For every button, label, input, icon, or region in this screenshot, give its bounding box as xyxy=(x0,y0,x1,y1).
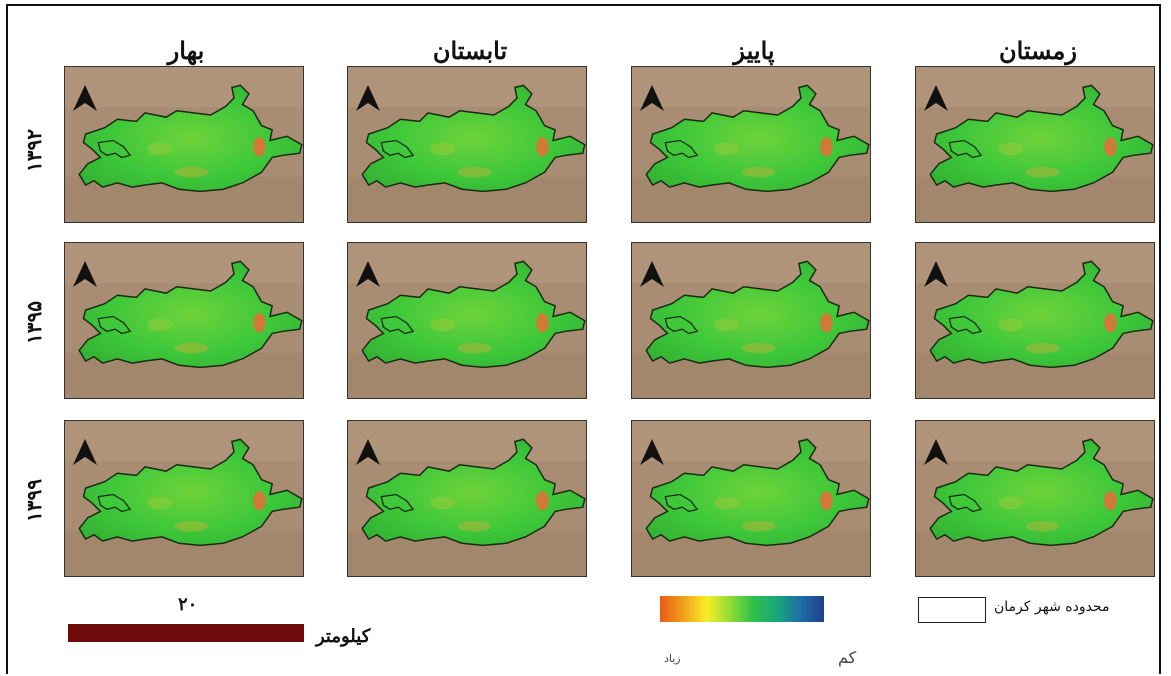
north-arrow-icon xyxy=(924,261,948,287)
map-panel-winter-۱۳۹۹ xyxy=(915,420,1155,577)
north-arrow-icon xyxy=(73,261,97,287)
map-panel-winter-۱۳۹۵ xyxy=(915,242,1155,399)
boundary-legend-label: محدوده شهر کرمان xyxy=(994,599,1110,615)
north-arrow-icon xyxy=(356,85,380,111)
north-arrow-icon xyxy=(640,439,664,465)
north-arrow-icon xyxy=(924,85,948,111)
map-panel-spring-۱۳۹۹ xyxy=(64,420,304,577)
north-arrow-icon xyxy=(640,85,664,111)
ramp-low-label: زیاد xyxy=(664,652,681,665)
color-ramp-legend xyxy=(660,596,824,622)
map-panel-winter-۱۳۹۲ xyxy=(915,66,1155,223)
map-panel-autumn-۱۳۹۲ xyxy=(631,66,871,223)
season-title-autumn: پاییز xyxy=(733,36,775,65)
scale-unit-label: کیلومتر xyxy=(316,626,371,647)
north-arrow-icon xyxy=(924,439,948,465)
map-panel-spring-۱۳۹۵ xyxy=(64,242,304,399)
year-label-1392: ۱۳۹۲ xyxy=(22,129,46,172)
north-arrow-icon xyxy=(356,261,380,287)
season-title-summer: تابستان xyxy=(432,36,508,65)
year-label-1399: ۱۳۹۹ xyxy=(22,479,46,522)
map-panel-autumn-۱۳۹۹ xyxy=(631,420,871,577)
season-title-winter: زمستان xyxy=(998,36,1078,65)
map-panel-autumn-۱۳۹۵ xyxy=(631,242,871,399)
north-arrow-icon xyxy=(73,439,97,465)
ramp-high-label: کم xyxy=(838,648,857,667)
map-panel-summer-۱۳۹۹ xyxy=(347,420,587,577)
map-panel-spring-۱۳۹۲ xyxy=(64,66,304,223)
boundary-legend-swatch xyxy=(918,597,986,623)
north-arrow-icon xyxy=(73,85,97,111)
north-arrow-icon xyxy=(356,439,380,465)
north-arrow-icon xyxy=(640,261,664,287)
scale-number: ۲۰ xyxy=(178,594,198,615)
map-panel-summer-۱۳۹۵ xyxy=(347,242,587,399)
map-panel-summer-۱۳۹۲ xyxy=(347,66,587,223)
season-title-spring: بهار xyxy=(167,36,205,65)
year-label-1395: ۱۳۹۵ xyxy=(22,301,46,344)
figure-frame xyxy=(6,4,1161,674)
scale-bar xyxy=(68,624,304,642)
